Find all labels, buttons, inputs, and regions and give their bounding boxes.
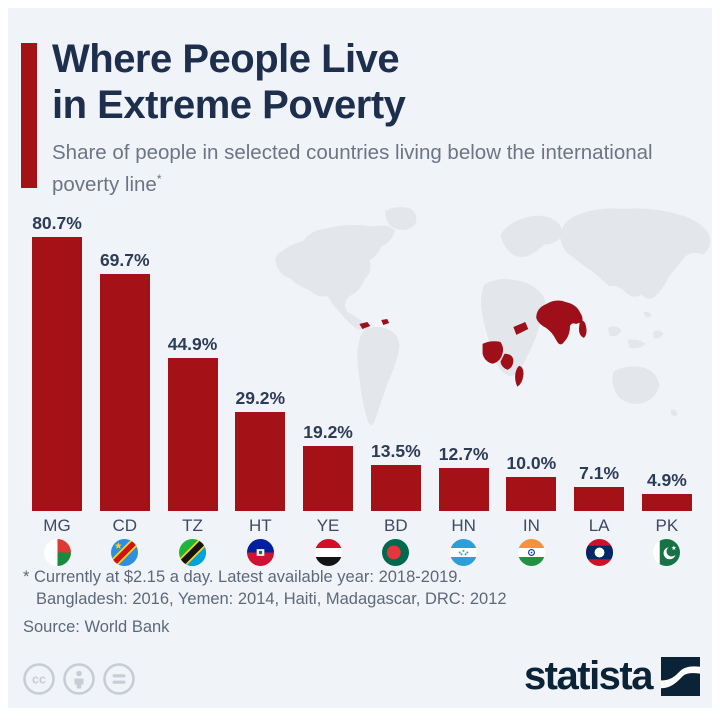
- value-label: 29.2%: [235, 388, 286, 408]
- subtitle: Share of people in selected countries li…: [52, 141, 653, 196]
- value-label: 10.0%: [506, 453, 557, 473]
- bar-column-haiti: 29.2%: [235, 388, 286, 511]
- bar-haiti: [235, 412, 286, 511]
- bar-pakistan: [641, 494, 692, 511]
- tick-laos: LA: [574, 516, 624, 566]
- country-code: TZ: [182, 516, 203, 535]
- bar-column-india: 10.0%: [506, 453, 557, 511]
- cc-icon: cc: [23, 663, 55, 695]
- bar-madagascar: [32, 237, 82, 511]
- tick-india: IN: [506, 516, 556, 566]
- country-code: BD: [384, 516, 408, 535]
- flag-haiti-icon: [246, 539, 274, 566]
- bar-column-bangladesh: 13.5%: [370, 441, 421, 511]
- map-haiti: [381, 319, 390, 325]
- value-label: 69.7%: [99, 250, 150, 270]
- flag-bangladesh-icon: [382, 539, 410, 566]
- equals-icon: [103, 663, 135, 695]
- country-code: PK: [655, 516, 679, 535]
- bar-honduras: [438, 468, 489, 511]
- canvas: Where People Live in Extreme Poverty Sha…: [8, 8, 712, 708]
- flag-pakistan-icon: [653, 539, 681, 566]
- country-code: HN: [451, 516, 476, 535]
- map-yemen: [513, 322, 529, 335]
- world-map: [275, 207, 711, 426]
- attribution-person-icon: [63, 663, 95, 695]
- country-code: MG: [43, 516, 71, 535]
- tick-tanzania: TZ: [168, 516, 218, 566]
- footnote-line2: Bangladesh: 2016, Yemen: 2014, Haiti, Ma…: [36, 590, 507, 608]
- flag-madagascar-icon: [43, 539, 71, 566]
- title-line1: Where People Live: [52, 37, 400, 81]
- bar-yemen: [303, 446, 354, 511]
- flag-laos-icon: [585, 539, 613, 566]
- title-line2: in Extreme Poverty: [52, 83, 406, 127]
- bar-column-honduras: 12.7%: [438, 444, 489, 511]
- value-label: 12.7%: [438, 444, 489, 464]
- svg-text:cc: cc: [32, 673, 46, 687]
- x-axis: MG CD TZ HT YE BD HN IN: [32, 516, 692, 566]
- flag-yemen-icon: [314, 539, 342, 566]
- flag-drcongo-icon: [111, 539, 139, 566]
- bar-column-tanzania: 44.9%: [167, 334, 218, 511]
- footnotes: * Currently at $2.15 a day. Latest avail…: [23, 566, 507, 638]
- bar-column-pakistan: 4.9%: [641, 470, 692, 511]
- page-title: Where People Live in Extreme Poverty: [52, 36, 406, 128]
- title-accent-bar: [21, 43, 37, 188]
- bar-tanzania: [167, 358, 218, 511]
- value-label: 4.9%: [646, 470, 687, 490]
- country-code: CD: [112, 516, 138, 535]
- country-code: YE: [316, 516, 340, 535]
- value-label: 19.2%: [303, 422, 353, 442]
- value-label: 44.9%: [167, 334, 218, 354]
- tick-drcongo: CD: [100, 516, 150, 566]
- map-honduras: [359, 322, 371, 329]
- bar-india: [506, 477, 557, 511]
- map-south-asia: [536, 300, 583, 345]
- license-badges: cc: [22, 662, 136, 696]
- tick-pakistan: PK: [642, 516, 692, 566]
- value-label: 80.7%: [32, 213, 82, 233]
- statista-wordmark: statista: [523, 654, 654, 698]
- bar-drcongo: [99, 274, 150, 511]
- tick-honduras: HN: [439, 516, 489, 566]
- map-highlighted-countries: [359, 300, 587, 387]
- flag-tanzania-icon: [179, 539, 207, 566]
- bar-bangladesh: [370, 465, 421, 511]
- tick-yemen: YE: [303, 516, 353, 566]
- map-drc: [482, 341, 504, 364]
- country-code: IN: [522, 516, 540, 535]
- bar-column-madagascar: 80.7%: [32, 213, 82, 511]
- map-laos: [578, 320, 587, 338]
- statista-branding: statista: [524, 654, 700, 699]
- bar-laos: [574, 487, 625, 511]
- map-madagascar: [515, 365, 524, 387]
- flag-india-icon: [517, 539, 545, 566]
- footnote-marker: *: [156, 172, 162, 186]
- statista-logo-icon: [661, 657, 700, 696]
- bar-column-yemen: 19.2%: [303, 422, 354, 511]
- tick-haiti: HT: [235, 516, 285, 566]
- bar-column-drcongo: 69.7%: [99, 250, 150, 511]
- value-label: 7.1%: [579, 463, 620, 483]
- source-note: Source: World Bank: [23, 618, 170, 636]
- footnote-line1: * Currently at $2.15 a day. Latest avail…: [23, 568, 463, 586]
- bar-chart: 80.7% 69.7% 44.9% 29.2% 19.2% 13.5% 12.7…: [32, 212, 692, 511]
- value-label: 13.5%: [371, 441, 421, 461]
- map-continents: [275, 207, 711, 426]
- country-code: HT: [248, 516, 272, 535]
- tick-bangladesh: BD: [371, 516, 421, 566]
- map-tanzania: [500, 353, 514, 370]
- flag-honduras-icon: [450, 539, 478, 566]
- tick-madagascar: MG: [32, 516, 82, 566]
- country-code: LA: [588, 516, 610, 535]
- bar-column-laos: 7.1%: [574, 463, 625, 511]
